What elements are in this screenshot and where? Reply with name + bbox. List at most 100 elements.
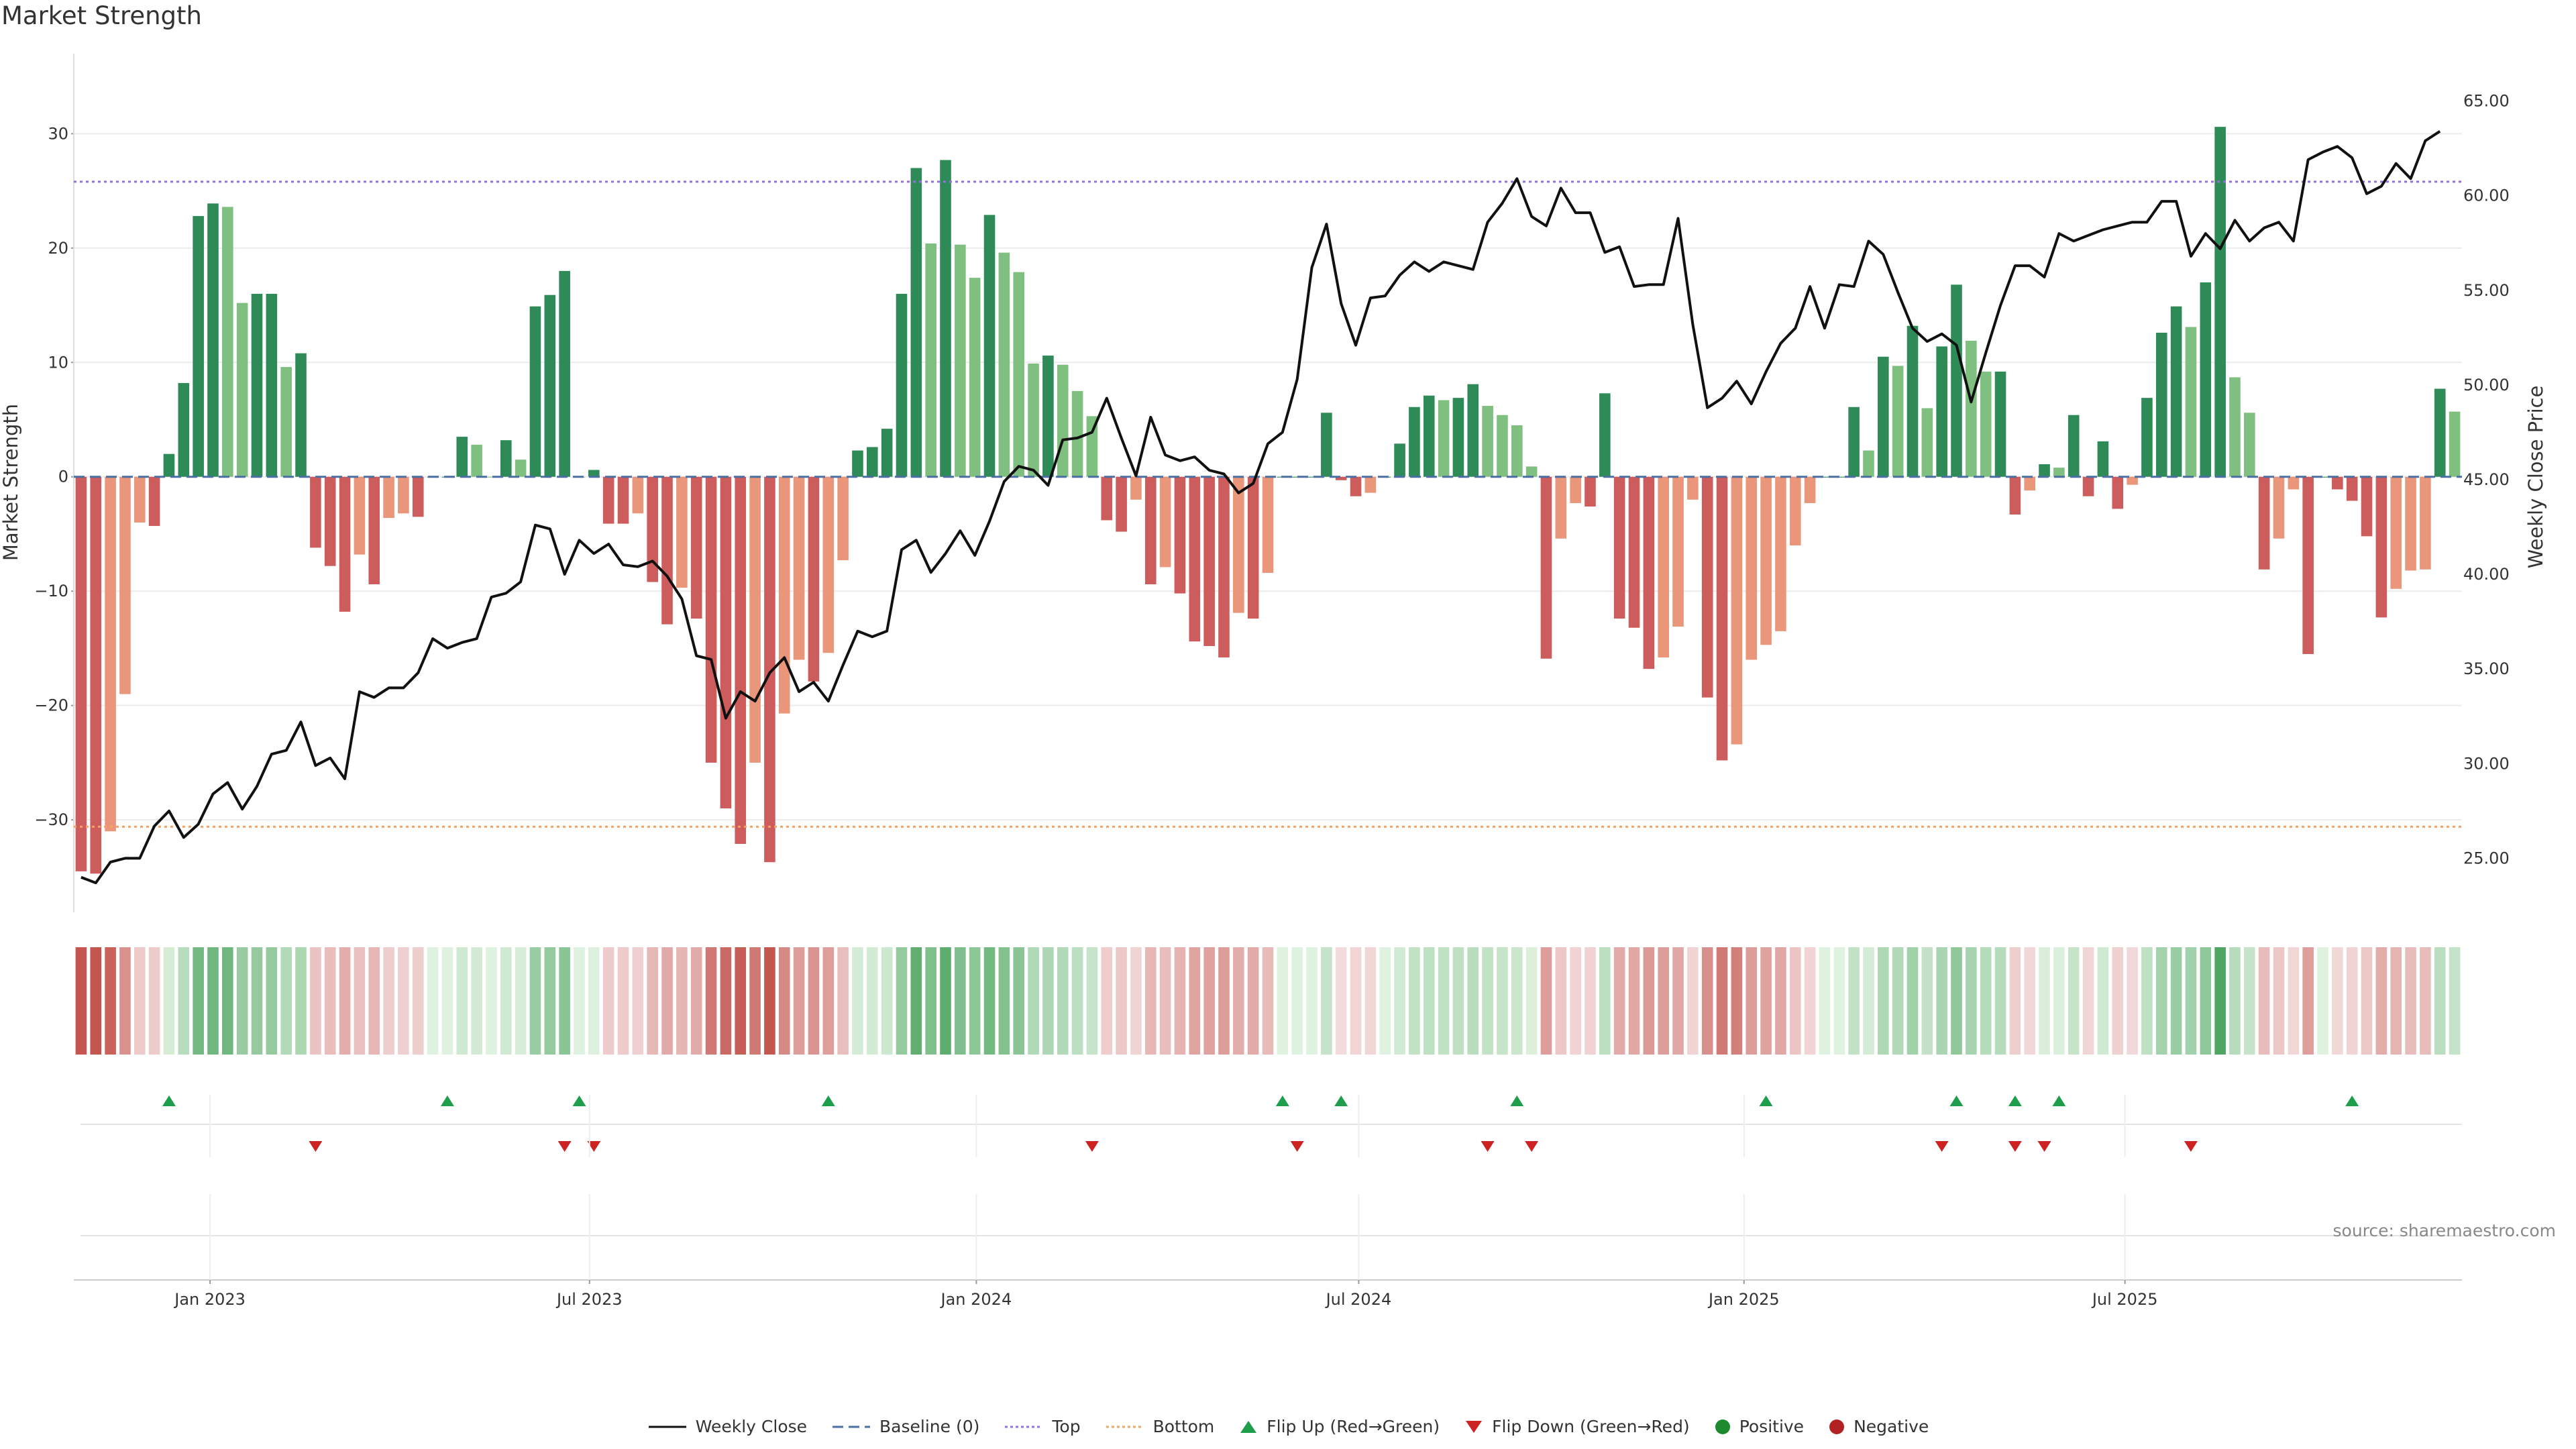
bar — [1203, 476, 1215, 647]
heat-cell — [837, 947, 849, 1055]
bar — [690, 476, 702, 619]
x-tick-label: Jul 2025 — [2091, 1290, 2158, 1309]
heat-cell — [822, 947, 835, 1055]
bar — [793, 476, 805, 660]
bar — [280, 367, 292, 477]
heat-cell — [1804, 947, 1816, 1055]
heat-cell — [1086, 947, 1098, 1055]
heat-cell — [1775, 947, 1786, 1055]
heat-cell — [75, 947, 87, 1055]
bar — [236, 303, 248, 477]
flip-up-marker — [2052, 1095, 2066, 1106]
heat-cell — [105, 947, 116, 1055]
legend-item-bottom: Bottom — [1105, 1417, 1214, 1436]
bar — [105, 476, 116, 832]
y-tick-label-right: 40.00 — [2463, 565, 2510, 584]
circle-icon — [1829, 1419, 1845, 1434]
flip-up-marker — [1759, 1095, 1773, 1106]
flip-up-marker — [572, 1095, 586, 1106]
heat-cell — [133, 947, 146, 1055]
heat-cell — [1789, 947, 1801, 1055]
heat-cell — [1701, 947, 1713, 1055]
y-tick-label-right: 30.00 — [2463, 754, 2510, 773]
heat-cell — [1306, 947, 1318, 1055]
bar — [1116, 476, 1127, 532]
bar — [1350, 476, 1362, 496]
heat-cell — [1042, 947, 1054, 1055]
bar — [764, 476, 775, 863]
legend-item-positive: Positive — [1714, 1417, 1804, 1436]
bar — [251, 293, 263, 477]
bar — [1144, 476, 1157, 584]
bar — [867, 447, 878, 477]
bar — [1394, 443, 1405, 477]
bar — [2229, 377, 2241, 477]
flip-up-marker — [1949, 1095, 1964, 1106]
bar — [720, 476, 732, 809]
y-tick-label-left: −30 — [34, 810, 68, 829]
bar — [1013, 272, 1025, 477]
heat-cell — [1028, 947, 1039, 1055]
bar — [2346, 476, 2358, 501]
bar — [2302, 476, 2314, 654]
heat-cell — [1907, 947, 1919, 1055]
flip-down-marker — [2037, 1141, 2051, 1152]
chart-canvas: 30 20 10 0 −10 −20 −30 65.00 60.00 55.00 50.00 45.0… — [0, 54, 2547, 1309]
heat-cell — [1892, 947, 1904, 1055]
bar — [1716, 476, 1728, 761]
heat-cell — [2009, 947, 2021, 1055]
bar — [588, 470, 600, 477]
bar — [647, 476, 658, 582]
bar — [75, 476, 87, 871]
heat-cell — [940, 947, 951, 1055]
bar — [1159, 476, 1171, 568]
heat-cell — [163, 947, 175, 1055]
heat-cell — [1101, 947, 1113, 1055]
heat-cell — [1291, 947, 1303, 1055]
bar — [632, 476, 644, 514]
heat-cell — [500, 947, 512, 1055]
heat-cell — [1423, 947, 1435, 1055]
bar — [1438, 400, 1450, 477]
heat-cell — [632, 947, 644, 1055]
y-tick-label-right: 25.00 — [2463, 849, 2510, 867]
bar — [1086, 416, 1098, 477]
bar — [207, 203, 219, 477]
y-tick-label-left: 30 — [48, 124, 68, 143]
heat-cell — [471, 947, 482, 1055]
heat-cell — [544, 947, 556, 1055]
bar — [925, 243, 936, 477]
y-tick-label-right: 60.00 — [2463, 186, 2510, 205]
bar — [1994, 371, 2006, 477]
heat-cell — [2082, 947, 2094, 1055]
heat-cell — [1350, 947, 1362, 1055]
heat-cell — [2288, 947, 2300, 1055]
heat-cell — [236, 947, 248, 1055]
heat-cell — [2053, 947, 2065, 1055]
legend-item-baseline: Baseline (0) — [831, 1417, 979, 1436]
legend-item-top: Top — [1004, 1417, 1081, 1436]
bar — [1746, 476, 1758, 660]
bar — [1497, 415, 1508, 477]
bar — [1789, 476, 1801, 546]
heat-cell — [1760, 947, 1772, 1055]
heat-cell — [1335, 947, 1347, 1055]
heat-cell — [1409, 947, 1420, 1055]
bar — [1643, 476, 1655, 669]
legend-label-flip-down: Flip Down (Green→Red) — [1492, 1417, 1690, 1436]
heat-cell — [1116, 947, 1127, 1055]
heat-cell — [1746, 947, 1758, 1055]
flip-down-marker — [1525, 1141, 1539, 1152]
heat-cell — [2127, 947, 2138, 1055]
bar — [1701, 476, 1713, 698]
heat-cell — [998, 947, 1010, 1055]
bar — [383, 476, 394, 519]
bar — [295, 353, 307, 477]
line-swatch-icon — [648, 1426, 686, 1428]
heat-cell — [749, 947, 761, 1055]
heat-cell — [207, 947, 219, 1055]
heat-cell — [1203, 947, 1215, 1055]
heat-cell — [2375, 947, 2387, 1055]
flip-up-marker — [1275, 1095, 1289, 1106]
heat-cell — [1525, 947, 1538, 1055]
